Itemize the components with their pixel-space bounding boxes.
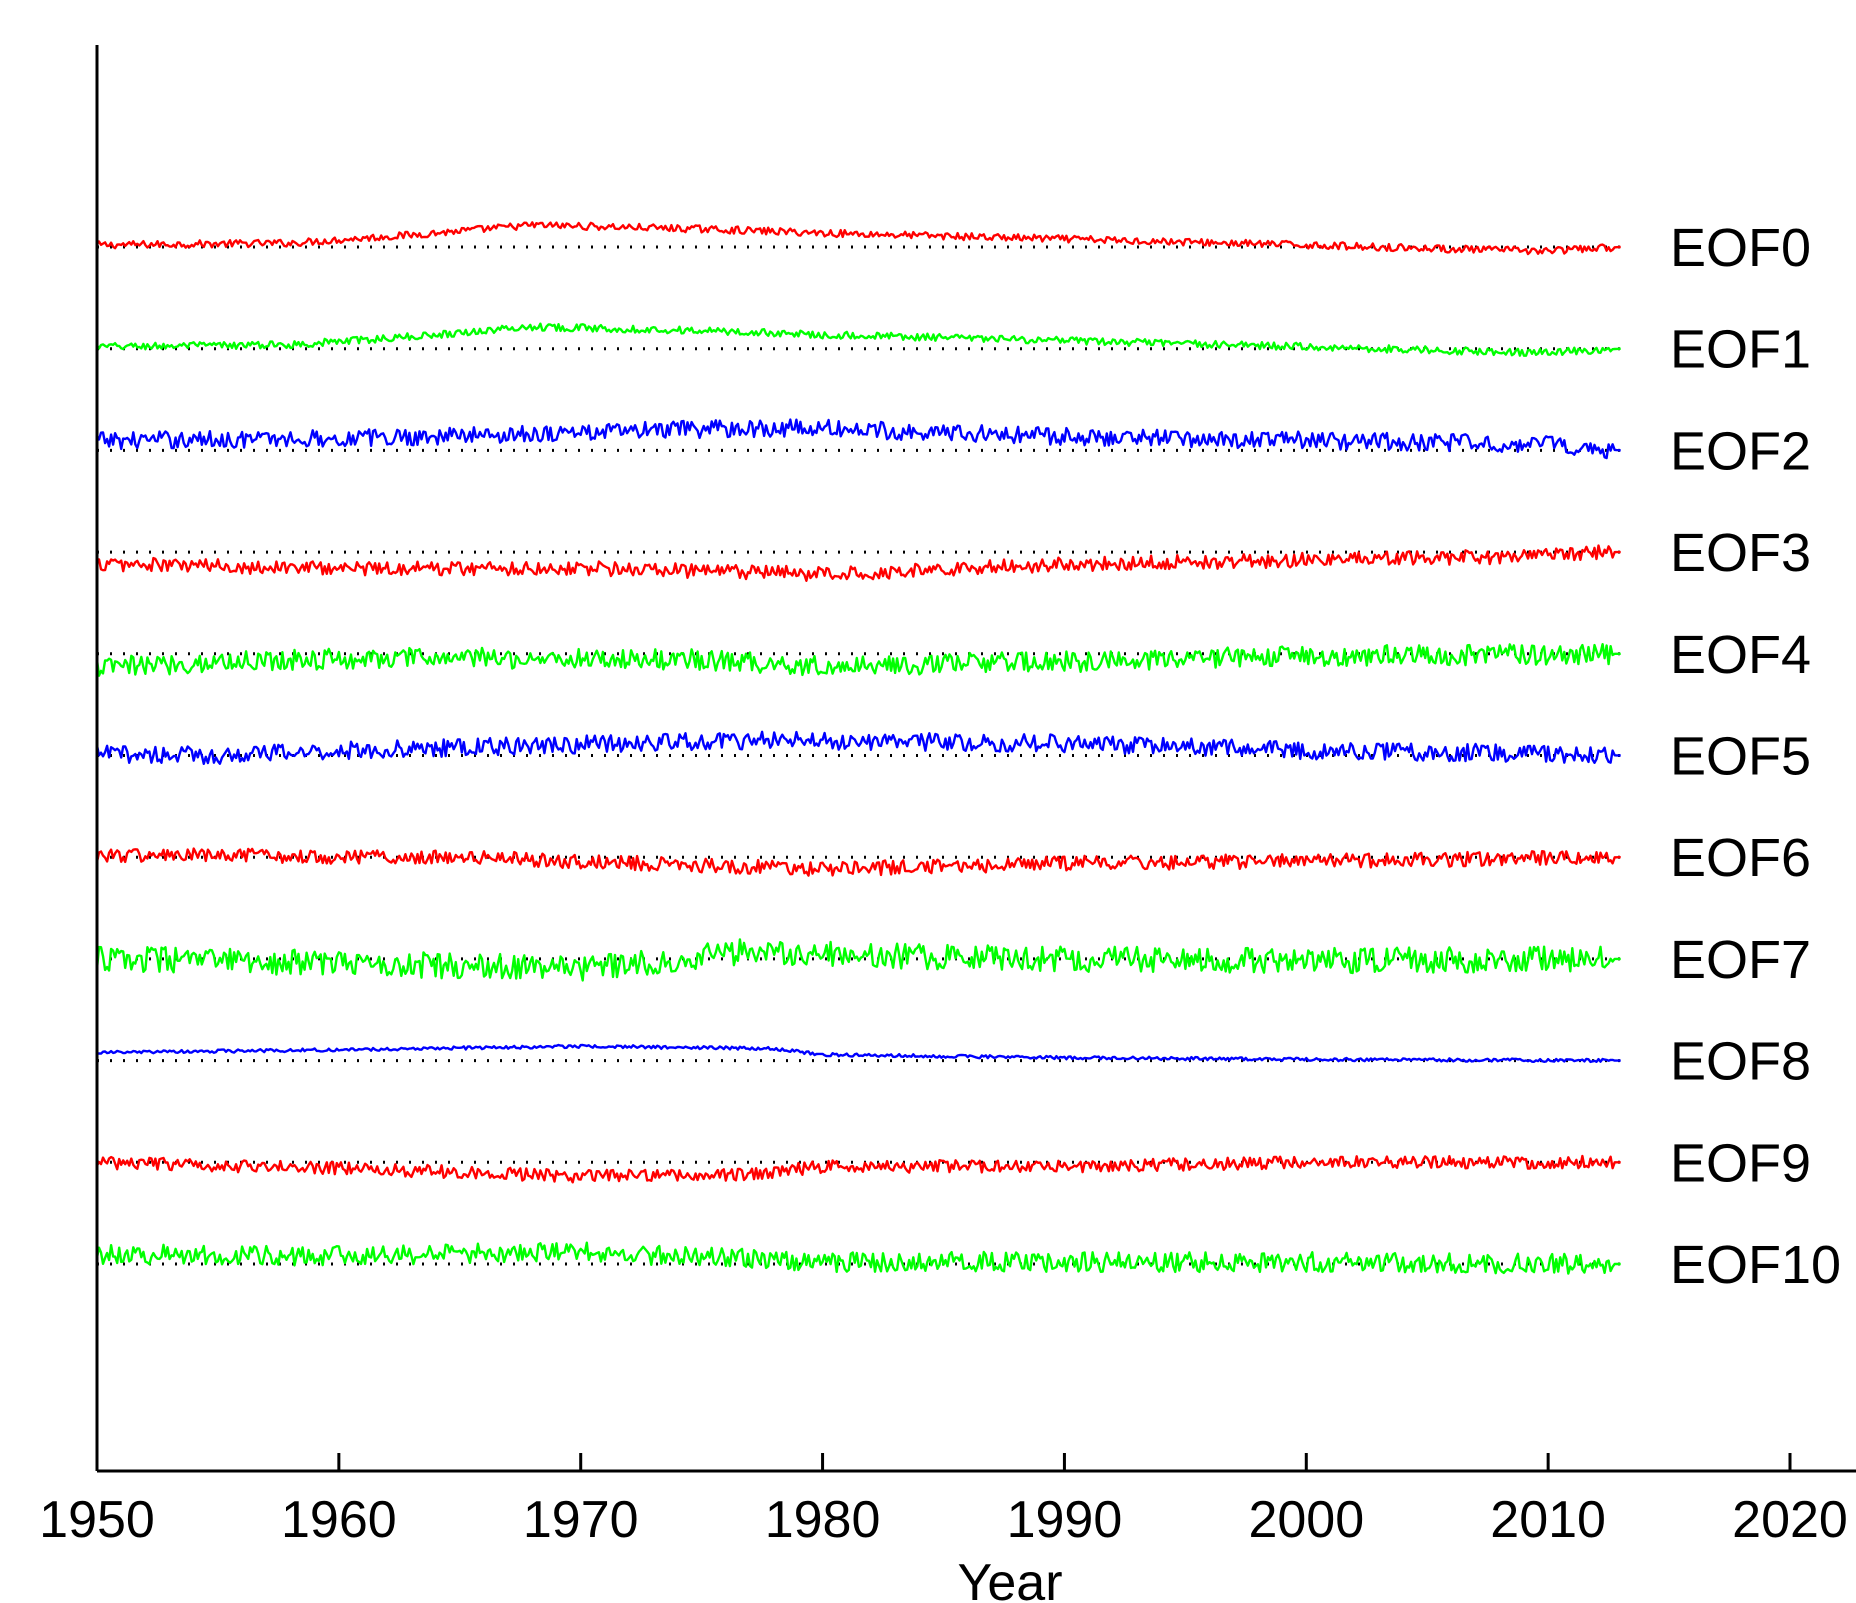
x-tick-label-2000: 2000 <box>1248 1491 1364 1549</box>
series-label-eof10: EOF10 <box>1670 1235 1841 1295</box>
series-line-eof10 <box>95 1241 1621 1275</box>
series-label-eof3: EOF3 <box>1670 523 1811 583</box>
series-line-eof1 <box>95 322 1621 357</box>
series-line-eof8 <box>96 1043 1621 1064</box>
x-axis-label: Year <box>957 1554 1062 1603</box>
series-line-eof3 <box>96 544 1621 582</box>
x-tick-label-2020: 2020 <box>1732 1491 1848 1549</box>
x-tick-label-1950: 1950 <box>39 1491 155 1549</box>
x-tick-label-1980: 1980 <box>765 1491 881 1549</box>
series-label-eof7: EOF7 <box>1670 930 1811 990</box>
series-line-eof4 <box>95 643 1621 677</box>
series-labels-group: EOF0 EOF1 EOF2 EOF3 EOF4 EOF5 EOF6 EOF7 EOF8 EOF9… <box>1670 218 1841 1295</box>
series-label-eof6: EOF6 <box>1670 828 1811 888</box>
x-tick-label-2010: 2010 <box>1490 1491 1606 1549</box>
x-tick-label-1970: 1970 <box>523 1491 639 1549</box>
series-label-eof4: EOF4 <box>1670 625 1811 685</box>
series-line-eof2 <box>95 418 1621 460</box>
series-lines-group <box>95 221 1621 1275</box>
series-line-eof0 <box>96 221 1621 256</box>
x-tick-label-1990: 1990 <box>1007 1491 1123 1549</box>
series-line-eof5 <box>95 730 1621 765</box>
series-line-eof9 <box>95 1154 1621 1184</box>
series-label-eof5: EOF5 <box>1670 727 1811 787</box>
series-label-eof0: EOF0 <box>1670 218 1811 278</box>
x-ticks-group: 1950 1960 1970 1980 1990 2000 2010 2020 <box>39 1453 1848 1549</box>
series-line-eof7 <box>95 938 1621 982</box>
series-label-eof8: EOF8 <box>1670 1032 1811 1092</box>
series-label-eof2: EOF2 <box>1670 421 1811 481</box>
series-label-eof9: EOF9 <box>1670 1133 1811 1193</box>
x-tick-label-1960: 1960 <box>281 1491 397 1549</box>
series-label-eof1: EOF1 <box>1670 320 1811 380</box>
series-line-eof6 <box>95 847 1621 877</box>
